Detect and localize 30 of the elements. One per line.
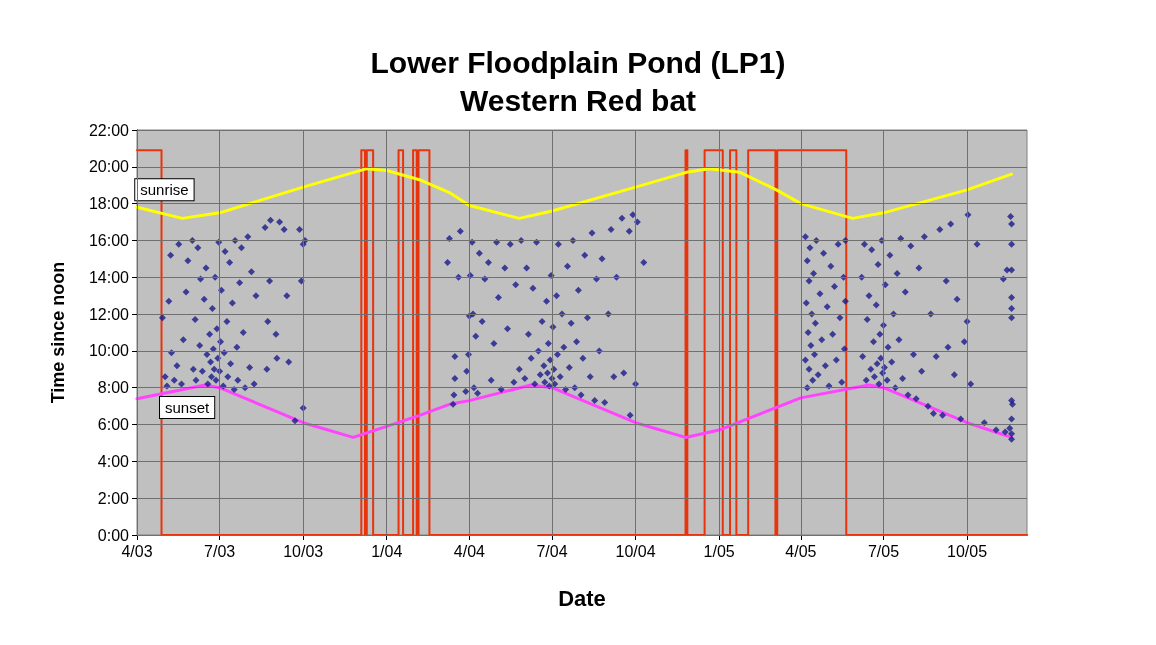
x-tick-label: 7/03 (204, 542, 236, 560)
y-tick-label: 10:00 (88, 342, 130, 360)
x-tick-label: 10/03 (283, 542, 324, 560)
x-tick-label: 1/05 (703, 542, 735, 560)
x-tick-label: 7/05 (867, 542, 900, 560)
x-axis-title: Date (558, 585, 606, 611)
y-tick-label: 4:00 (97, 452, 130, 470)
x-tick-label: 1/04 (371, 542, 403, 560)
x-tick-label: 4/03 (121, 542, 153, 560)
y-tick-label: 18:00 (88, 195, 130, 213)
y-tick-label: 20:00 (88, 158, 130, 176)
y-tick-label: 22:00 (88, 121, 130, 139)
series-label: sunrise (140, 181, 189, 199)
series-label: sunset (165, 398, 211, 416)
chart-subtitle: Western Red bat (459, 83, 697, 117)
x-tick-label: 7/04 (536, 542, 568, 560)
chart-title: Lower Floodplain Pond (LP1) (370, 45, 786, 79)
x-tick-label: 10/04 (615, 542, 656, 560)
x-tick-label: 10/05 (947, 542, 988, 560)
x-tick-label: 4/05 (785, 542, 817, 560)
y-axis-title: Time since noon (48, 261, 68, 404)
line-series (135, 167, 1014, 220)
x-tick-label: 4/04 (453, 542, 486, 560)
y-tick-label: 14:00 (88, 268, 130, 286)
y-tick-label: 6:00 (97, 416, 130, 434)
y-tick-label: 8:00 (97, 379, 130, 397)
y-tick-label: 0:00 (97, 526, 130, 544)
y-tick-label: 16:00 (88, 231, 130, 249)
y-tick-label: 2:00 (97, 489, 130, 507)
y-tick-label: 12:00 (88, 305, 130, 323)
